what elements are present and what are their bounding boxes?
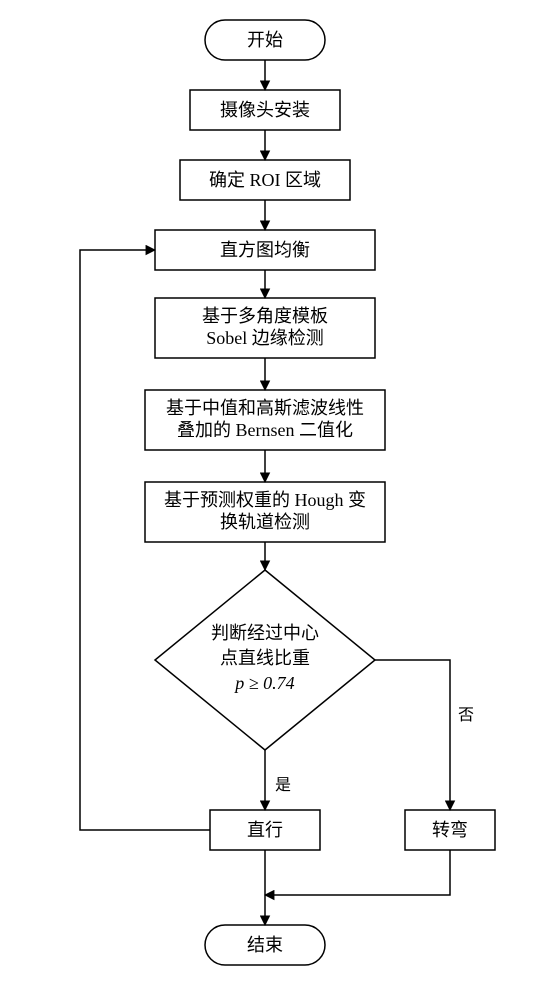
- dec-line2: 点直线比重: [220, 648, 310, 668]
- yes-label: 直行: [247, 820, 283, 840]
- end-label: 结束: [247, 935, 283, 955]
- no-edge-label: 否: [458, 707, 474, 724]
- n4-line1: 基于多角度模板: [202, 306, 328, 326]
- start-label: 开始: [247, 30, 283, 50]
- node-decision: 判断经过中心 点直线比重 p ≥ 0.74: [155, 570, 375, 750]
- node-camera-install: 摄像头安装: [190, 90, 340, 130]
- node-hough: 基于预测权重的 Hough 变 换轨道检测: [145, 482, 385, 542]
- dec-line1: 判断经过中心: [211, 623, 319, 643]
- node-roi: 确定 ROI 区域: [180, 160, 350, 200]
- yes-edge-label: 是: [275, 777, 291, 794]
- n6-line2: 换轨道检测: [220, 512, 310, 532]
- edge-dec-no: [375, 660, 450, 810]
- node-turn: 转弯: [405, 810, 495, 850]
- n5-line1: 基于中值和高斯滤波线性: [166, 398, 364, 418]
- node-straight: 直行: [210, 810, 320, 850]
- n3-label: 直方图均衡: [220, 240, 310, 260]
- node-hist-eq: 直方图均衡: [155, 230, 375, 270]
- node-start: 开始: [205, 20, 325, 60]
- n6-line1: 基于预测权重的 Hough 变: [164, 490, 366, 510]
- dec-line3: p ≥ 0.74: [233, 673, 294, 693]
- no-label: 转弯: [432, 820, 468, 840]
- node-end: 结束: [205, 925, 325, 965]
- edge-no-join: [265, 850, 450, 895]
- n5-line2: 叠加的 Bernsen 二值化: [177, 420, 353, 440]
- node-bernsen: 基于中值和高斯滤波线性 叠加的 Bernsen 二值化: [145, 390, 385, 450]
- n4-line2: Sobel 边缘检测: [206, 328, 324, 348]
- n1-label: 摄像头安装: [220, 100, 310, 120]
- node-sobel: 基于多角度模板 Sobel 边缘检测: [155, 298, 375, 358]
- n2-label: 确定 ROI 区域: [209, 170, 321, 190]
